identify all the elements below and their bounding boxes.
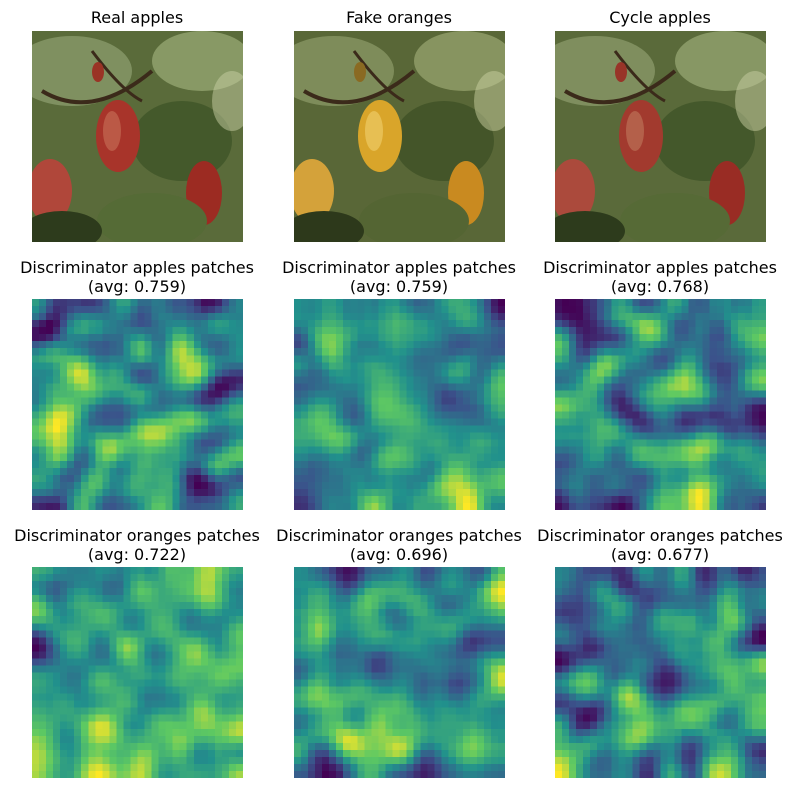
fake-oranges-image xyxy=(294,31,505,242)
disc-oranges-heatmap-real xyxy=(32,567,243,778)
disc-oranges-heatmap-cycle xyxy=(555,567,766,778)
real-apples-image xyxy=(32,31,243,242)
disc-apples-heatmap-fake xyxy=(294,299,505,510)
panel-title-disc-apples-2: Discriminator apples patches (avg: 0.759… xyxy=(282,258,516,296)
panel-title-disc-oranges-2: Discriminator oranges patches (avg: 0.69… xyxy=(276,526,522,564)
panel-title-real-apples: Real apples xyxy=(90,8,184,27)
panel-title-fake-oranges: Fake oranges xyxy=(346,8,452,27)
panel-title-disc-apples-3: Discriminator apples patches (avg: 0.768… xyxy=(543,258,777,296)
panel-title-disc-oranges-1: Discriminator oranges patches (avg: 0.72… xyxy=(14,526,260,564)
cycle-apples-image xyxy=(555,31,766,242)
disc-apples-heatmap-real xyxy=(32,299,243,510)
panel-title-disc-apples-1: Discriminator apples patches (avg: 0.759… xyxy=(20,258,254,296)
panel-title-disc-oranges-3: Discriminator oranges patches (avg: 0.67… xyxy=(537,526,783,564)
disc-apples-heatmap-cycle xyxy=(555,299,766,510)
panel-title-cycle-apples: Cycle apples xyxy=(609,8,711,27)
disc-oranges-heatmap-fake xyxy=(294,567,505,778)
